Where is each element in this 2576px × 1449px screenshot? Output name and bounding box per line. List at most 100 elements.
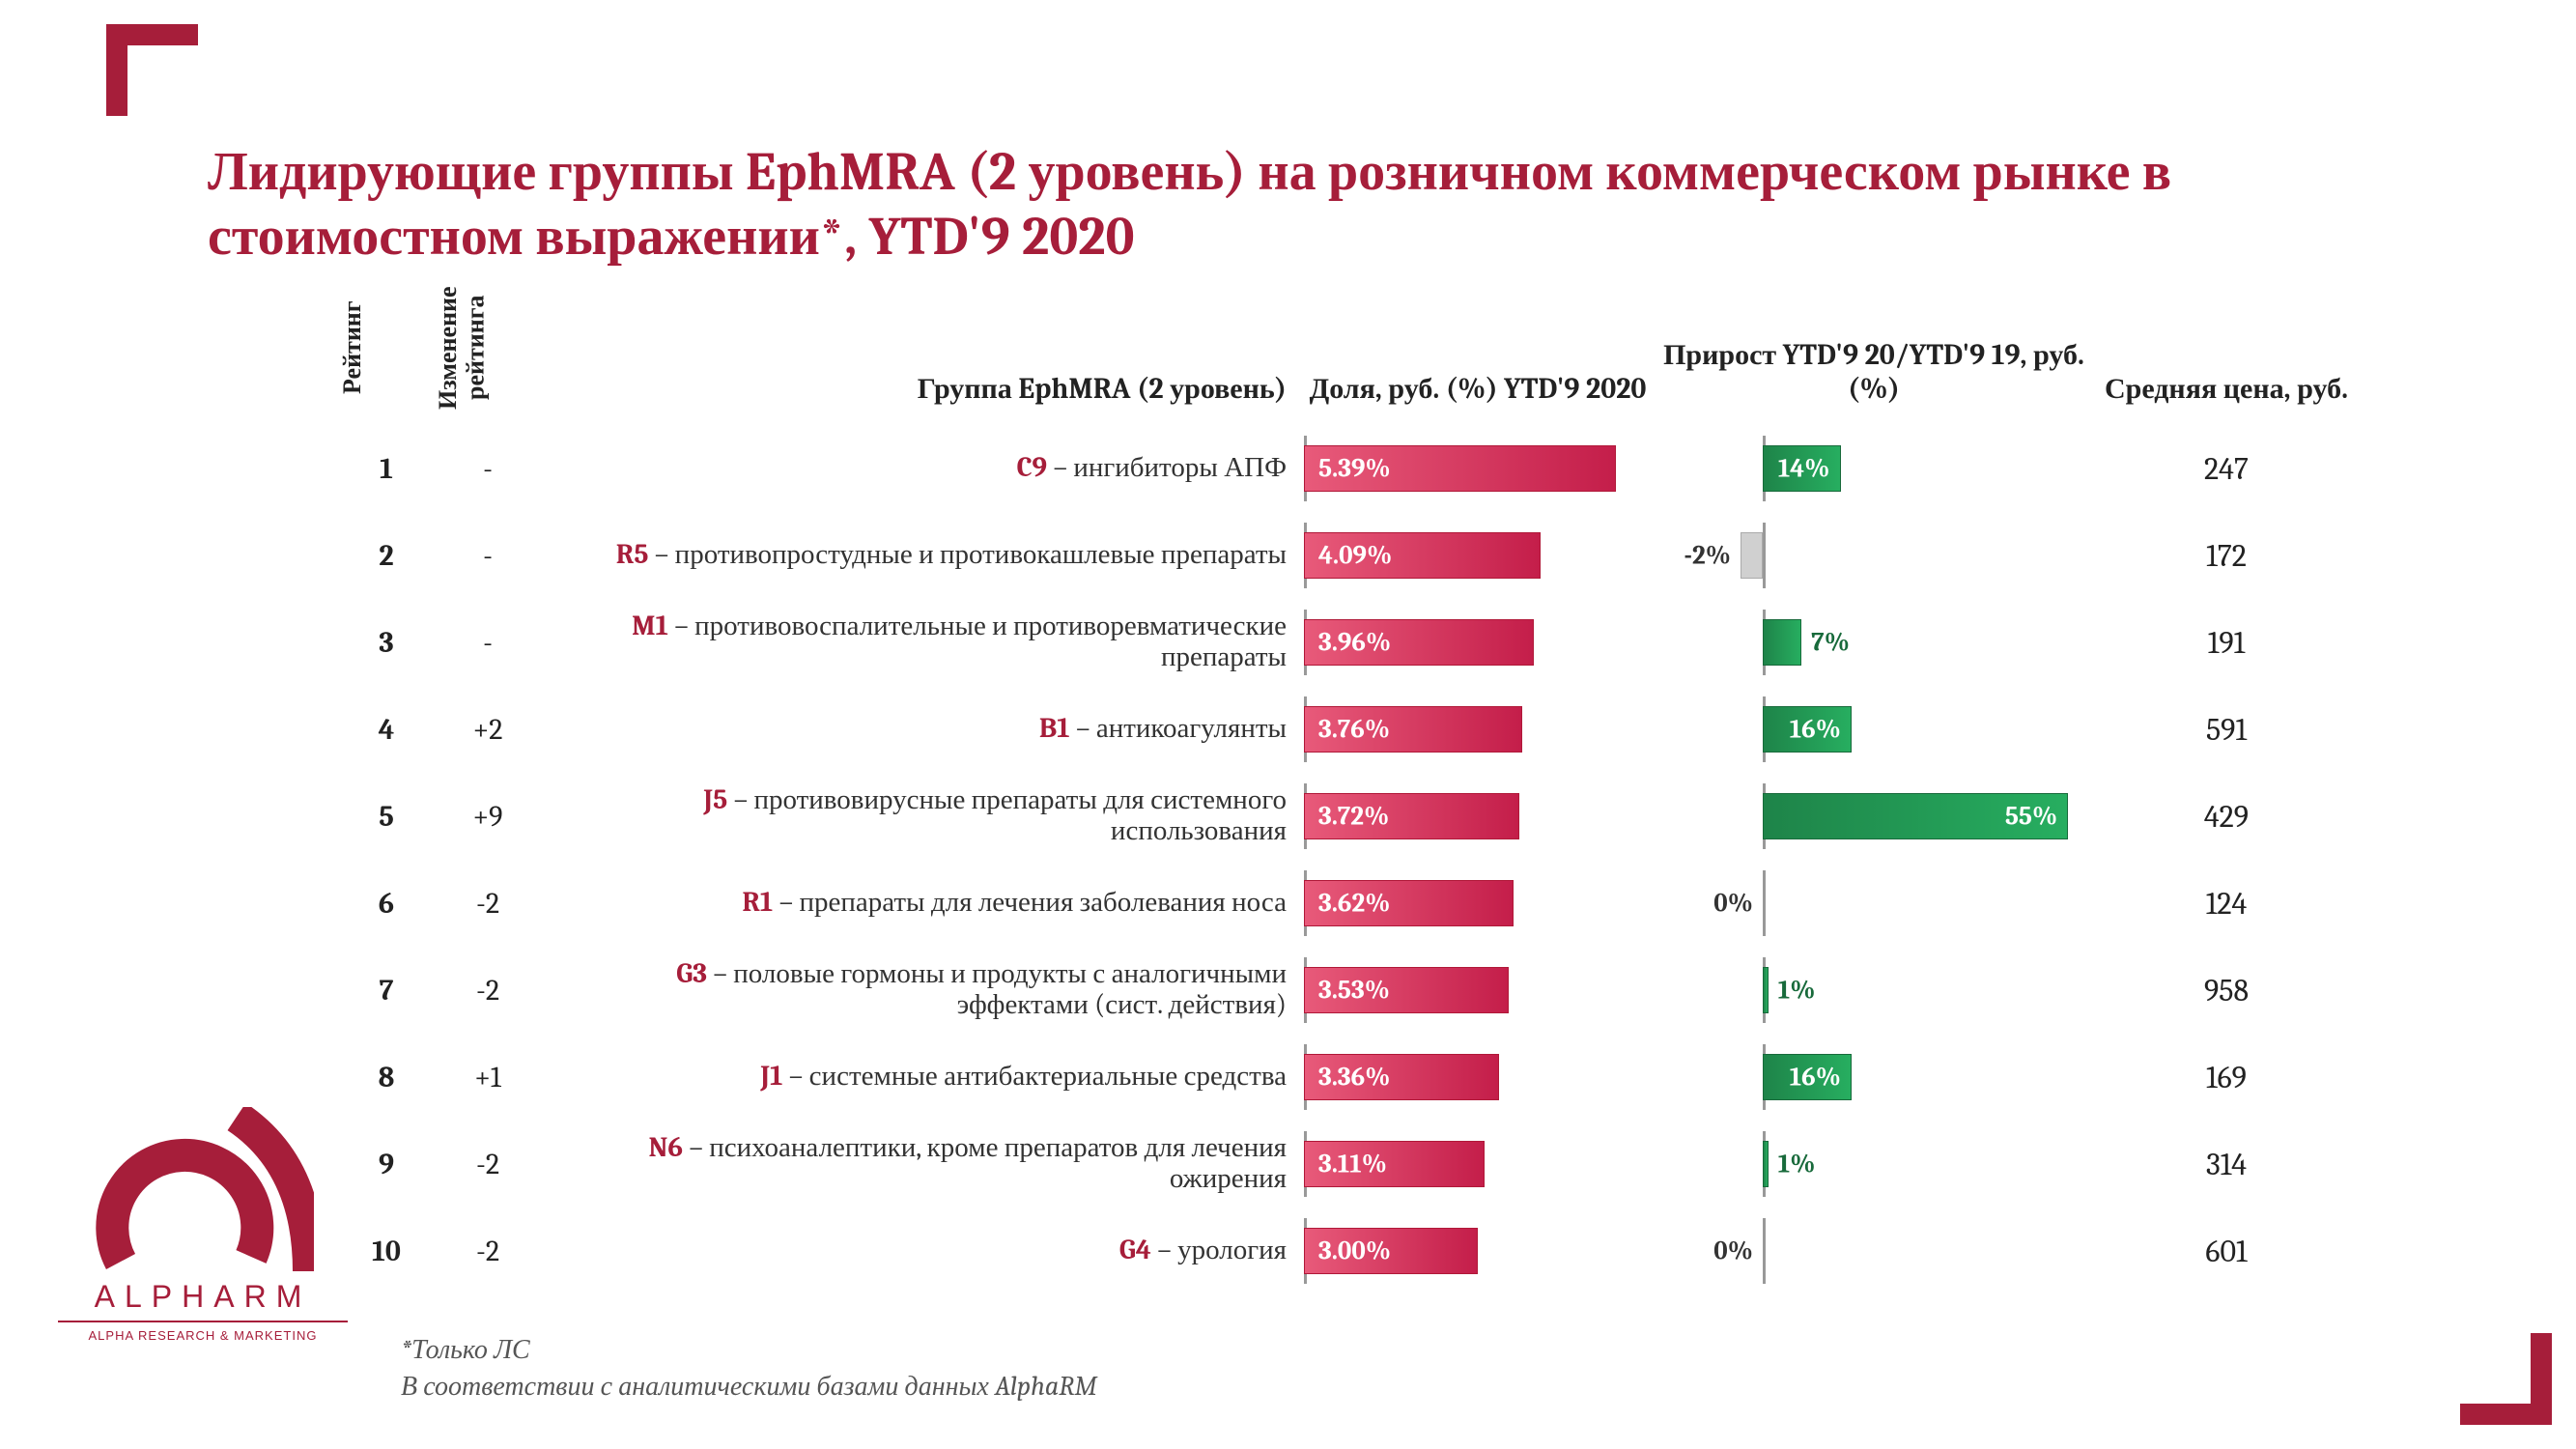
group-code: C9 — [1017, 452, 1054, 484]
share-label: 3.00% — [1318, 1236, 1391, 1266]
data-table: Рейтинг Изменение рейтинга Группа EphMRA… — [338, 299, 2460, 1294]
growth-bar: 14% — [1763, 445, 1841, 492]
logo-name: ALPHARM — [58, 1279, 348, 1322]
growth-bar: 16% — [1763, 706, 1852, 753]
group-code: B1 — [1039, 713, 1076, 745]
share-label: 4.09% — [1318, 541, 1392, 571]
growth-label: 1% — [1778, 976, 1816, 1006]
cell-rank: 9 — [338, 1148, 435, 1181]
table-row: 1-C9 – ингибиторы АПФ5.39%14%247 — [338, 425, 2460, 512]
cell-growth: 16% — [1652, 702, 2096, 756]
cell-change: - — [435, 539, 541, 573]
growth-label: 0% — [1713, 889, 1753, 919]
table-header-row: Рейтинг Изменение рейтинга Группа EphMRA… — [338, 299, 2460, 425]
cell-share: 4.09% — [1304, 528, 1652, 582]
table-row: 8+1J1 – системные антибактериальные сред… — [338, 1034, 2460, 1121]
cell-group: B1 – антикоагулянты — [541, 714, 1304, 745]
cell-change: -2 — [435, 1235, 541, 1268]
cell-rank: 5 — [338, 800, 435, 834]
cell-price: 601 — [2096, 1234, 2357, 1269]
table-row: 6-2R1 – препараты для лечения заболевани… — [338, 860, 2460, 947]
cell-growth: 0% — [1652, 876, 2096, 930]
cell-share: 3.96% — [1304, 615, 1652, 669]
group-desc: – системные антибактериальные средства — [789, 1061, 1287, 1093]
cell-change: -2 — [435, 1148, 541, 1181]
group-desc: – половые гормоны и продукты с аналогичн… — [713, 958, 1287, 1021]
cell-price: 247 — [2096, 451, 2357, 487]
cell-share: 3.00% — [1304, 1224, 1652, 1278]
growth-label: 16% — [1790, 715, 1841, 745]
footnote-line2: В соответствии с аналитическими базами д… — [401, 1369, 1097, 1406]
header-rank: Рейтинг — [338, 290, 367, 406]
cell-share: 3.11% — [1304, 1137, 1652, 1191]
cell-share: 3.53% — [1304, 963, 1652, 1017]
cell-change: +9 — [435, 800, 541, 834]
corner-decoration-top-left — [106, 24, 198, 116]
header-change: Изменение рейтинга — [435, 290, 490, 406]
group-desc: – ингибиторы АПФ — [1053, 452, 1287, 484]
cell-group: R1 – препараты для лечения заболевания н… — [541, 888, 1304, 919]
share-bar: 3.96% — [1304, 619, 1534, 666]
table-row: 10-2G4 – урология 3.00% 0% 601 — [338, 1208, 2460, 1294]
cell-growth: 1% — [1652, 1137, 2096, 1191]
header-group: Группа EphMRA (2 уровень) — [541, 372, 1304, 406]
cell-change: - — [435, 452, 541, 486]
growth-bar — [1741, 532, 1763, 579]
cell-rank: 3 — [338, 626, 435, 660]
table-row: 5+9J5 – противовирусные препараты для си… — [338, 773, 2460, 860]
group-code: R5 — [616, 539, 655, 571]
cell-price: 172 — [2096, 538, 2357, 574]
cell-change: - — [435, 626, 541, 660]
cell-change: -2 — [435, 974, 541, 1008]
footnote: *Только ЛС В соответствии с аналитически… — [401, 1332, 1097, 1406]
growth-bar: 16% — [1763, 1054, 1852, 1100]
cell-group: R5 – противопростудные и противокашлевые… — [541, 540, 1304, 571]
group-desc: – противовоспалительные и противоревмати… — [674, 611, 1287, 673]
table-row: 3-M1 – противовоспалительные и противоре… — [338, 599, 2460, 686]
cell-growth: 16% — [1652, 1050, 2096, 1104]
group-code: J1 — [760, 1061, 789, 1093]
table-row: 7-2G3 – половые гормоны и продукты с ана… — [338, 947, 2460, 1034]
table-row: 2-R5 – противопростудные и противокашлев… — [338, 512, 2460, 599]
cell-share: 3.36% — [1304, 1050, 1652, 1104]
cell-price: 429 — [2096, 799, 2357, 835]
group-code: G3 — [676, 958, 713, 990]
growth-axis — [1763, 1218, 1766, 1284]
share-bar: 3.72% — [1304, 793, 1519, 839]
growth-axis — [1763, 870, 1766, 936]
group-desc: – урология — [1157, 1235, 1287, 1266]
cell-share: 3.62% — [1304, 876, 1652, 930]
cell-growth: 0% — [1652, 1224, 2096, 1278]
group-desc: – психоаналептики, кроме препаратов для … — [689, 1132, 1287, 1195]
cell-price: 314 — [2096, 1147, 2357, 1182]
cell-group: G4 – урология — [541, 1236, 1304, 1266]
cell-growth: 1% — [1652, 963, 2096, 1017]
cell-growth: 55% — [1652, 789, 2096, 843]
share-label: 3.96% — [1318, 628, 1391, 658]
cell-group: G3 – половые гормоны и продукты с аналог… — [541, 959, 1304, 1021]
page-title: Лидирующие группы EphMRA (2 уровень) на … — [208, 140, 2421, 270]
growth-label: 16% — [1790, 1063, 1841, 1093]
growth-axis — [1763, 523, 1766, 588]
growth-label: 0% — [1713, 1236, 1753, 1266]
cell-change: -2 — [435, 887, 541, 921]
cell-rank: 10 — [338, 1235, 435, 1268]
cell-change: +2 — [435, 713, 541, 747]
cell-share: 5.39% — [1304, 441, 1652, 496]
group-desc: – препараты для лечения заболевания носа — [779, 887, 1287, 919]
header-growth: Прирост YTD'9 20/YTD'9 19, руб. (%) — [1652, 338, 2096, 406]
cell-group: C9 – ингибиторы АПФ — [541, 453, 1304, 484]
footnote-line1: *Только ЛС — [401, 1332, 1097, 1369]
growth-bar — [1763, 967, 1769, 1013]
growth-label: 55% — [2005, 802, 2057, 832]
cell-rank: 6 — [338, 887, 435, 921]
growth-label: 14% — [1778, 454, 1830, 484]
cell-rank: 1 — [338, 452, 435, 486]
logo: ALPHARM ALPHA RESEARCH & MARKETING — [58, 1107, 348, 1343]
cell-group: M1 – противовоспалительные и противоревм… — [541, 611, 1304, 673]
cell-group: N6 – психоаналептики, кроме препаратов д… — [541, 1133, 1304, 1195]
cell-group: J1 – системные антибактериальные средств… — [541, 1062, 1304, 1093]
share-bar: 5.39% — [1304, 445, 1616, 492]
table-row: 4+2B1 – антикоагулянты3.76%16%591 — [338, 686, 2460, 773]
growth-bar — [1763, 619, 1801, 666]
